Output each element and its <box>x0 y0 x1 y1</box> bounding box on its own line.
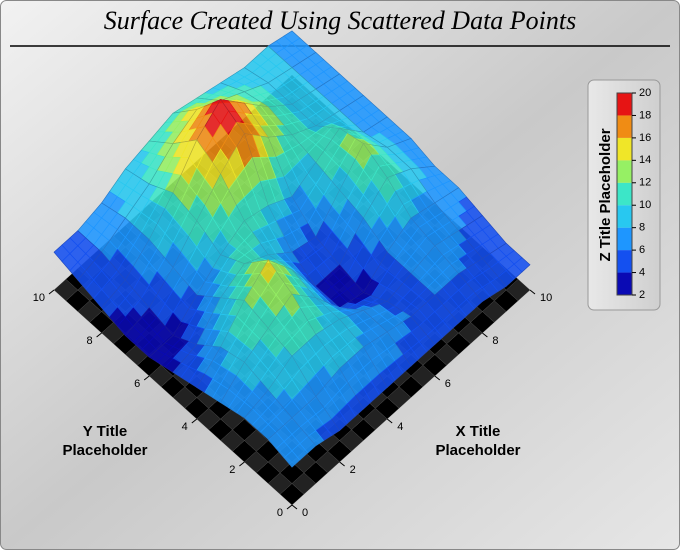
z-tick-label: 2 <box>639 289 645 301</box>
color-band <box>617 227 632 251</box>
z-tick-label: 20 <box>639 87 651 99</box>
color-bar: 2 4 6 8 10 12 14 16 18 20 <box>616 87 651 301</box>
x-tick-label: 6 <box>445 378 451 390</box>
y-tick <box>239 461 245 467</box>
x-tick <box>291 504 298 510</box>
z-tick-label: 14 <box>639 154 651 166</box>
z-tick-label: 16 <box>639 132 651 144</box>
y-tick-label: 2 <box>229 464 235 476</box>
y-tick-label: 4 <box>182 421 188 433</box>
y-tick <box>96 332 102 338</box>
color-band <box>617 137 632 161</box>
z-tick-label: 6 <box>639 244 645 256</box>
z-tick-label: 12 <box>639 177 651 189</box>
color-bar-frame <box>616 92 633 296</box>
color-band <box>617 182 632 206</box>
chart-title: Surface Created Using Scattered Data Poi… <box>104 6 577 35</box>
x-tick-label: 4 <box>397 421 403 433</box>
x-tick <box>529 289 536 295</box>
y-tick-label: 8 <box>86 335 92 347</box>
x-axis-title: X Title Placeholder <box>435 423 521 459</box>
color-band <box>617 160 632 183</box>
x-tick <box>339 461 345 467</box>
y-tick <box>286 504 293 510</box>
color-band <box>617 272 632 295</box>
color-band <box>617 93 632 116</box>
z-tick-label: 4 <box>639 266 645 278</box>
y-tick-label: 0 <box>277 507 283 519</box>
y-tick <box>48 289 55 295</box>
y-tick-label: 6 <box>134 378 140 390</box>
mesh-cell <box>267 417 317 468</box>
x-tick <box>386 418 393 424</box>
y-axis-title: Y Title Placeholder <box>62 423 148 459</box>
x-tick-label: 8 <box>492 335 498 347</box>
x-tick <box>434 375 441 381</box>
y-tick <box>191 418 198 424</box>
z-tick-label: 8 <box>639 222 645 234</box>
surface-patch <box>283 450 301 468</box>
x-tick-label: 2 <box>350 464 356 476</box>
legend-title: Z Title Placeholder <box>597 128 614 261</box>
x-tick <box>482 332 488 338</box>
color-band <box>617 205 632 228</box>
x-tick-label: 10 <box>540 292 552 304</box>
color-band <box>617 115 632 138</box>
y-tick-label: 10 <box>33 292 45 304</box>
y-tick <box>143 375 150 381</box>
color-band <box>617 250 632 273</box>
z-tick-label: 10 <box>639 199 651 211</box>
x-tick-label: 0 <box>302 507 308 519</box>
surface <box>53 30 531 468</box>
z-tick-label: 18 <box>639 109 651 121</box>
